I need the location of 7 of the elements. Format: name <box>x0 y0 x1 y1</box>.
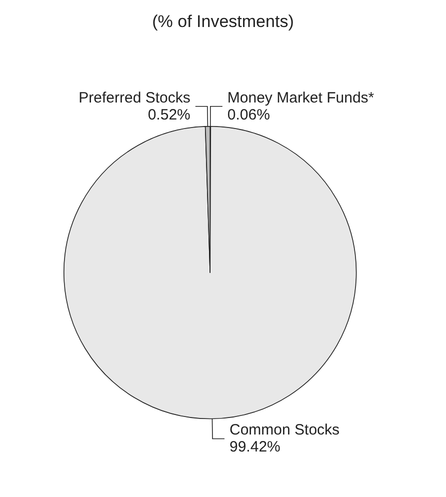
chart-title: (% of Investments) <box>152 12 294 31</box>
slice-label: Preferred Stocks <box>78 89 190 106</box>
data-label: 0.52% <box>148 106 190 124</box>
slice-label: Common Stocks <box>230 422 340 439</box>
data-label: 99.42% <box>230 438 280 456</box>
slice-label: Money Market Funds* <box>227 89 374 106</box>
data-label: 0.06% <box>227 106 270 124</box>
